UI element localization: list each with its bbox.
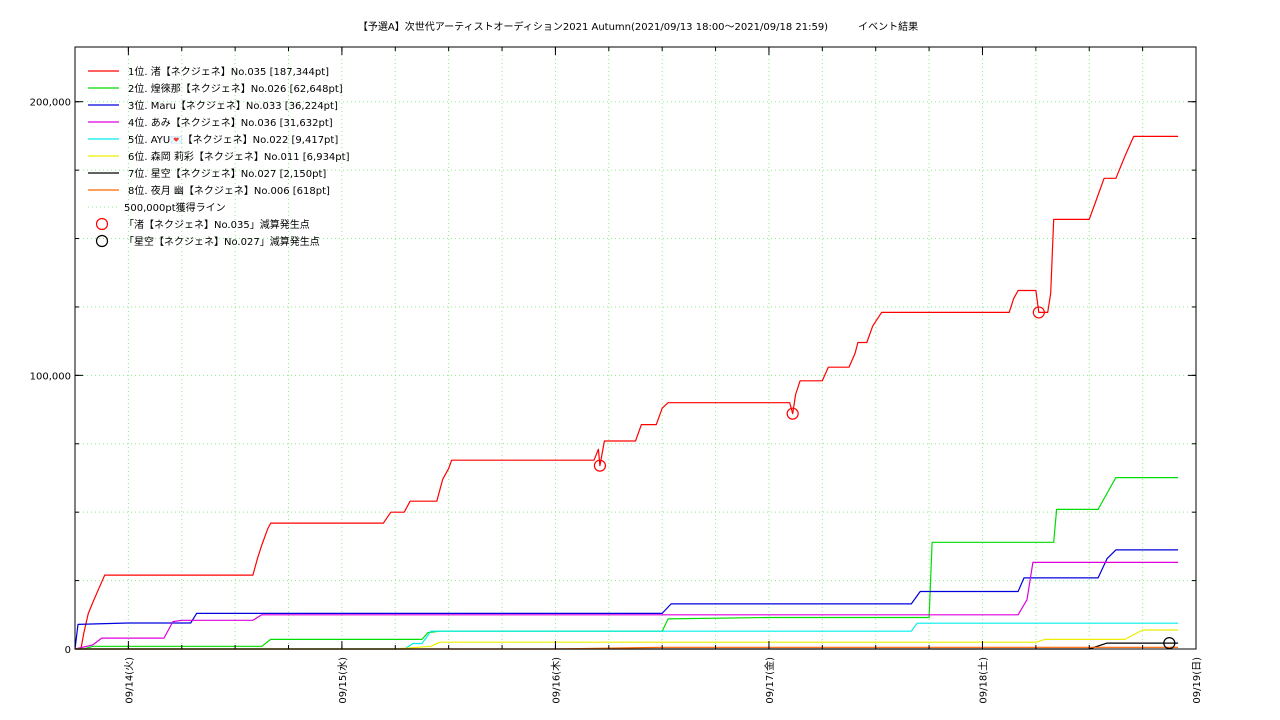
x-tick-label: 09/18(土) <box>976 657 989 704</box>
legend-marker-1 <box>95 217 109 231</box>
x-tick-label: 09/15(水) <box>337 657 349 704</box>
legend-label-3: 3位. Maru【ネクジェネ】No.033 [36,224pt] <box>128 99 338 112</box>
x-tick-label: 09/17(金) <box>763 657 776 704</box>
deduction-marker-1 <box>786 407 799 420</box>
legend-label-8: 8位. 夜月 幽【ネクジェネ】No.006 [618pt] <box>128 184 330 197</box>
plot-frame <box>74 46 1197 650</box>
x-tick-label: 09/14(火) <box>123 657 135 704</box>
marker-layer <box>593 306 1176 650</box>
x-tick-label: 09/19(日) <box>1192 657 1203 704</box>
y-tick-label: 100,000 <box>30 371 71 382</box>
y-tick-label: 0 <box>65 645 71 656</box>
series-line-5 <box>75 622 1179 650</box>
legend-label-marker-1: 「渚【ネクジェネ】No.035」減算発生点 <box>124 218 310 231</box>
legend-label-2: 2位. 煌徠那【ネクジェネ】No.026 [62,648pt] <box>128 82 343 95</box>
axis-layer: 0 100,000 200,000 09/14(火) 09/15(水) 09/16(木) 0… <box>30 47 1203 704</box>
legend-label-4: 4位. あみ【ネクジェネ】No.036 [31,632pt] <box>128 116 333 129</box>
grid-layer <box>75 47 1196 649</box>
x-tick-label: 09/16(木) <box>550 657 562 704</box>
legend-label-6: 6位. 森岡 莉彩【ネクジェネ】No.011 [6,934pt] <box>128 150 350 163</box>
legend-label-7: 7位. 星空【ネクジェネ】No.027 [2,150pt] <box>128 167 326 180</box>
series-line-4 <box>74 561 1179 650</box>
y-tick-label: 200,000 <box>30 98 71 109</box>
deduction-marker-1 <box>1032 306 1045 319</box>
series-layer <box>74 135 1179 650</box>
legend-label-reference: 500,000pt獲得ライン <box>124 201 226 214</box>
legend: 1位. 渚【ネクジェネ】No.035 [187,344pt] 2位. 煌徠那【ネク… <box>88 65 350 248</box>
legend-marker-2 <box>95 234 109 248</box>
deduction-marker-1 <box>593 459 607 472</box>
legend-label-1: 1位. 渚【ネクジェネ】No.035 [187,344pt] <box>128 65 329 78</box>
chart-title: 【予選A】次世代アーティストオーディション2021 Autumn(2021/09… <box>358 20 918 33</box>
series-line-3 <box>74 549 1179 650</box>
legend-label-marker-2: 「星空【ネクジェネ】No.027」減算発生点 <box>124 235 320 248</box>
series-line-2 <box>75 477 1179 650</box>
series-line-1 <box>75 135 1179 650</box>
legend-label-5: 5位. AYU💌【ネクジェネ】No.022 [9,417pt] <box>128 133 338 146</box>
